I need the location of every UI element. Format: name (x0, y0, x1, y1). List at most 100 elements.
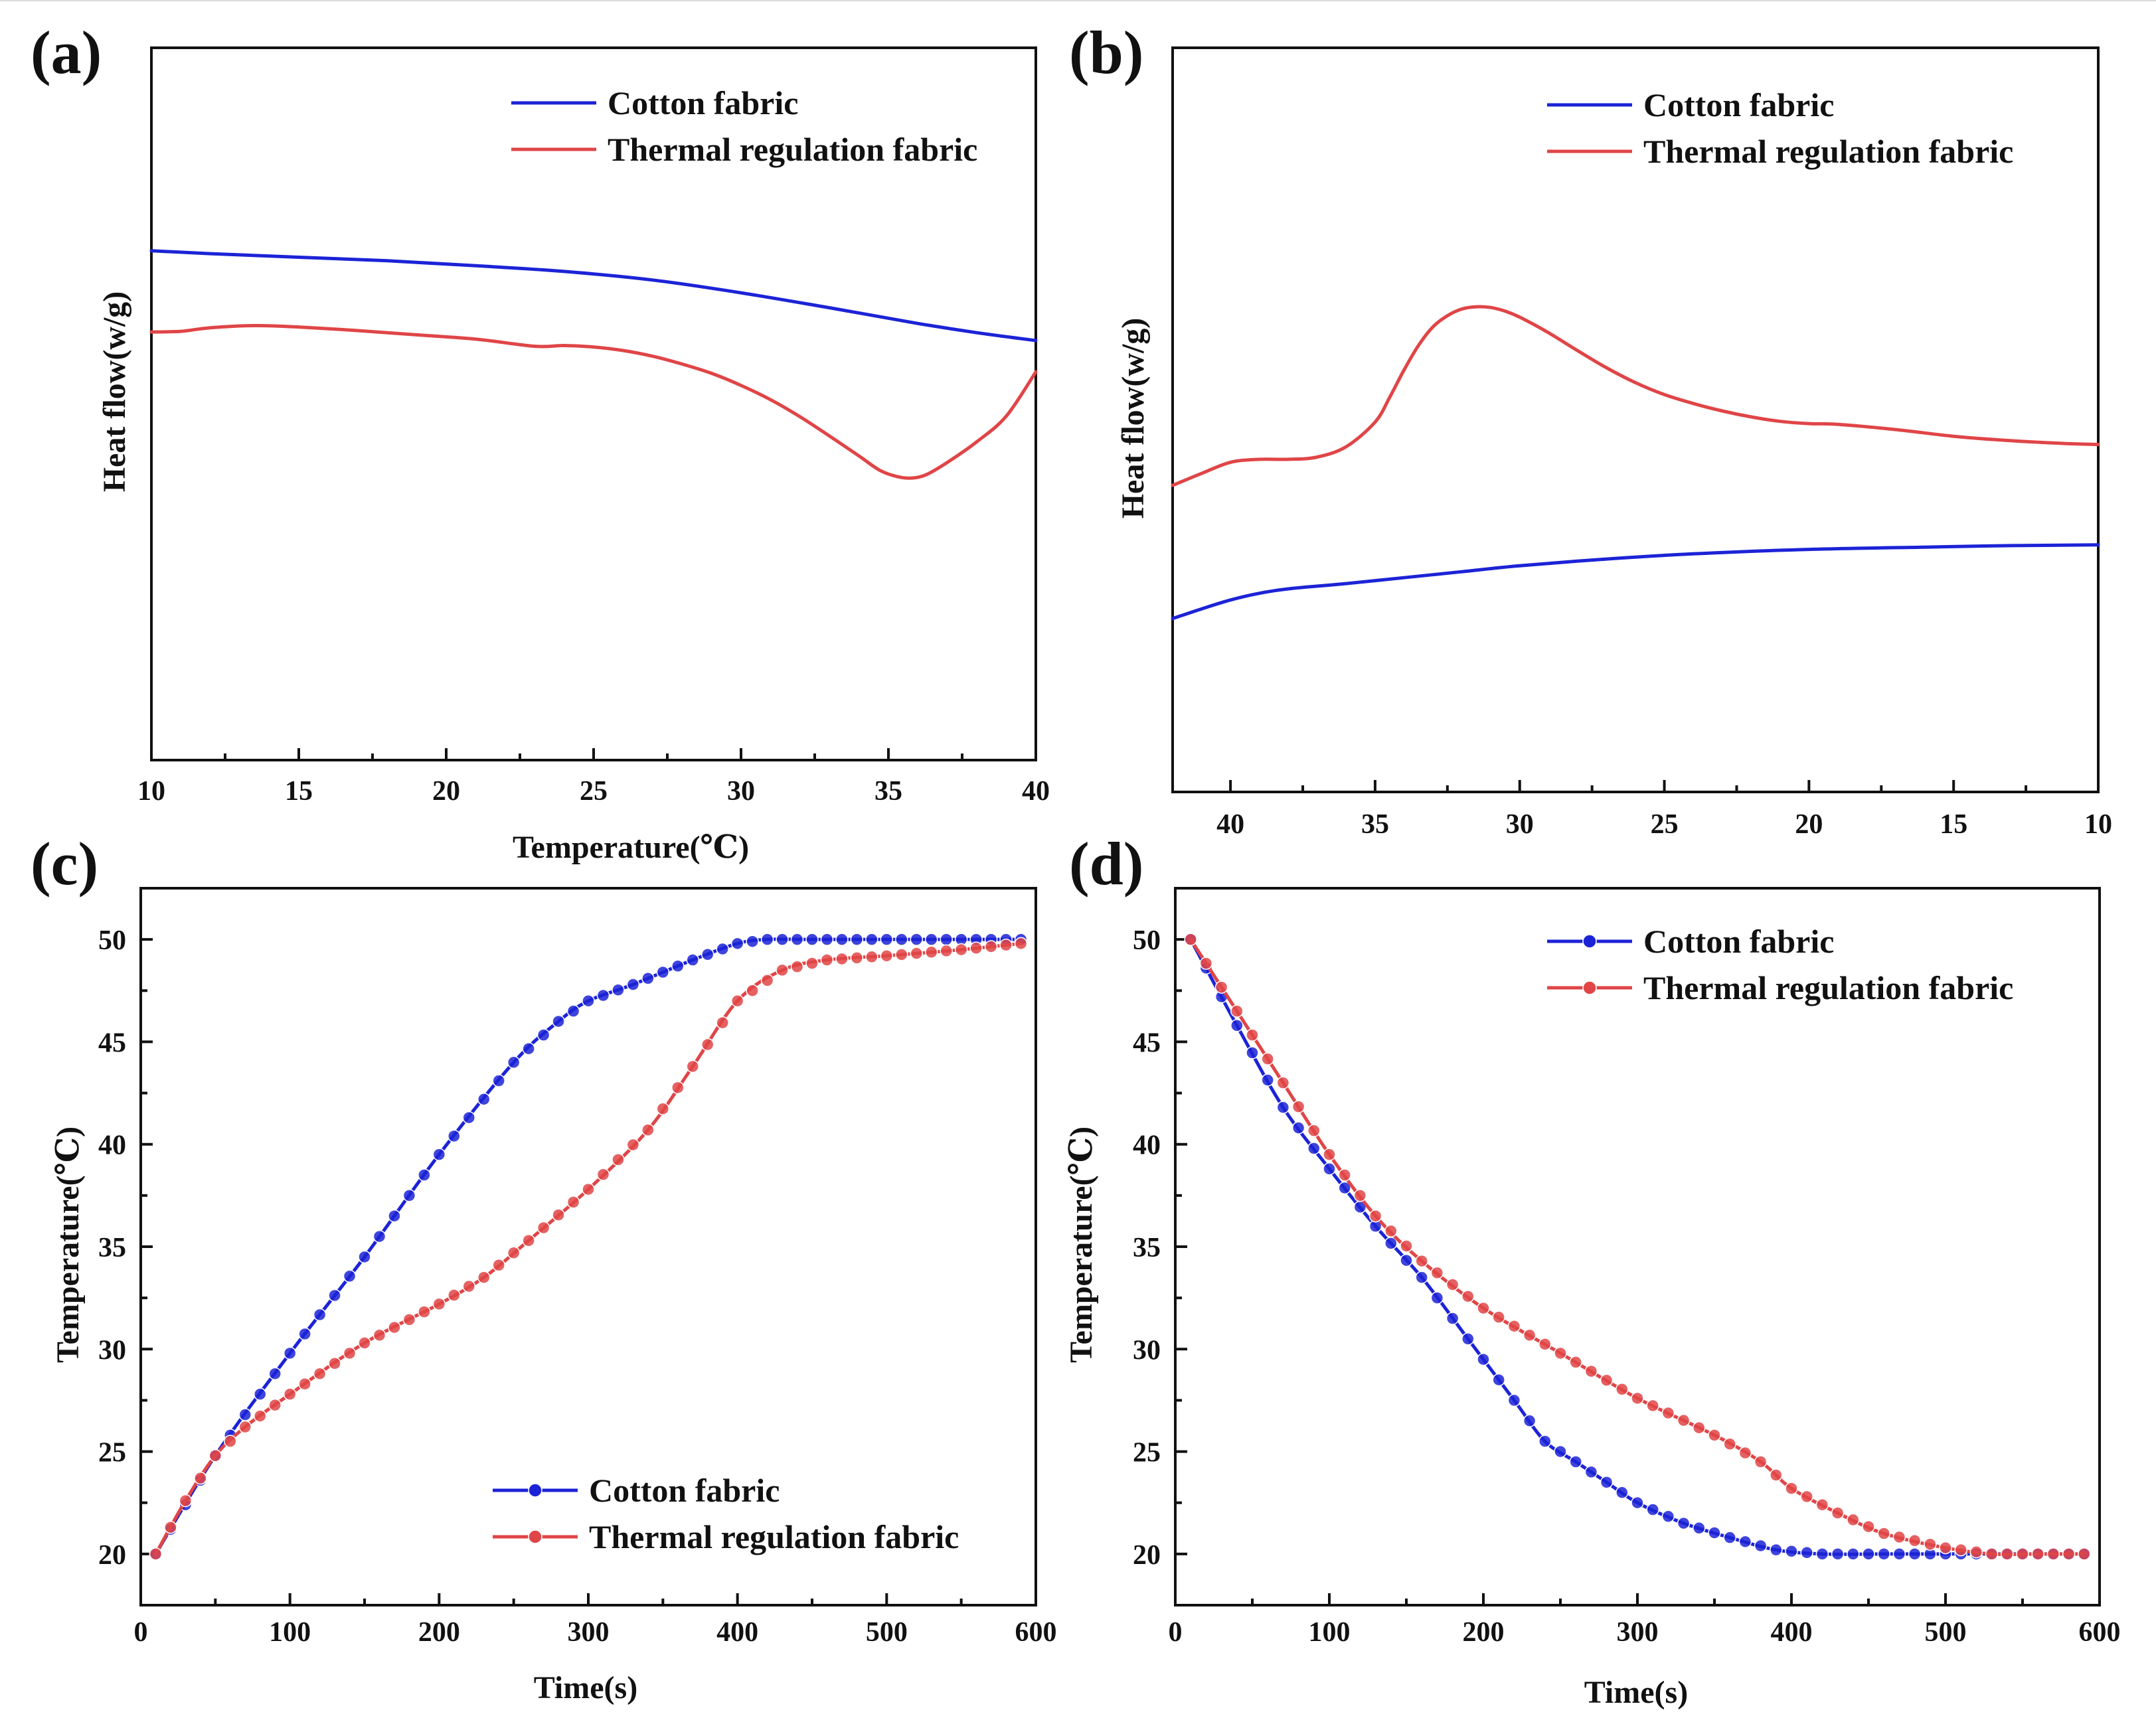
panel-d-series-cotton-point (1754, 1539, 1768, 1553)
panel-d-series-thermal-point (1693, 1421, 1706, 1435)
x-tick-label: 35 (1361, 809, 1389, 840)
x-tick-label: 30 (1506, 809, 1534, 840)
panel-d-series-thermal-point (1291, 1100, 1305, 1113)
panel-d-series-thermal-point (1415, 1254, 1428, 1268)
panel-c-series-cotton-point (686, 953, 700, 967)
panel-c-series-cotton-point (820, 933, 834, 946)
panel-c-series-thermal-point (850, 951, 864, 965)
x-tick-label: 10 (137, 776, 165, 807)
panel-d-series-cotton-point (1862, 1547, 1875, 1561)
panel-c-series-cotton-point (328, 1289, 341, 1302)
panel-c-series-thermal-point (641, 1123, 655, 1136)
panel-c-series-thermal-point (820, 953, 834, 967)
panel-d-series-cotton-point (1246, 1046, 1259, 1059)
panel-d-series-thermal-point (1924, 1537, 1937, 1551)
panel-d-series-thermal-point (1770, 1468, 1783, 1482)
panel-c-y-axis-title: Temperature(℃) (50, 1127, 86, 1363)
x-tick-label: 25 (1651, 809, 1679, 840)
panel-d-series-cotton-point (1815, 1547, 1829, 1561)
panel-c-series-thermal-point (910, 947, 924, 960)
panel-c-series-thermal-point (582, 1182, 595, 1196)
panel-c-series-thermal-point (522, 1233, 535, 1247)
panel-d-series-cotton-point (1569, 1455, 1582, 1468)
panel-c-series-thermal-point (283, 1387, 297, 1401)
panel-d-series-thermal-point (1677, 1413, 1691, 1427)
panel-d-series-thermal-point (1584, 1364, 1598, 1378)
panel-d-series-cotton-point (1291, 1121, 1305, 1135)
panel-d-series-cotton-point (1230, 1018, 1244, 1032)
panel-c-series-cotton-point (612, 983, 625, 997)
panel-c-series-cotton-point (432, 1148, 446, 1161)
x-tick-label: 30 (727, 776, 755, 807)
x-tick-label: 600 (1015, 1617, 1057, 1648)
panel-d-y-axis-title: Temperature(℃) (1064, 1127, 1099, 1363)
y-tick-label: 20 (1133, 1540, 1161, 1571)
x-tick-label: 100 (1309, 1617, 1351, 1648)
x-tick-label: 200 (1463, 1617, 1505, 1648)
x-tick-label: 20 (432, 776, 460, 807)
x-tick-label: 25 (580, 776, 608, 807)
panel-c-series-cotton-point (656, 965, 670, 979)
panel-a-legend-thermal-label: Thermal regulation fabric (608, 131, 977, 168)
panel-d-series-cotton-point (1584, 1465, 1598, 1479)
panel-c-series-cotton-point (552, 1014, 565, 1028)
x-tick-label: 35 (874, 776, 902, 807)
panel-c-series-thermal-point (298, 1377, 311, 1391)
panel-d-series-thermal-point (1969, 1545, 1983, 1559)
panel-c-series-cotton-point (373, 1229, 386, 1243)
panel-c-series-thermal-point (984, 940, 998, 953)
panel-d-series-thermal-point (2016, 1547, 2029, 1561)
panel-c-series-cotton-point (895, 933, 908, 946)
panel-d-series-cotton-point (1693, 1522, 1706, 1535)
x-tick-label: 400 (716, 1617, 758, 1648)
panel-d-series-thermal-point (1477, 1301, 1490, 1315)
panel-c-series-cotton-point (507, 1056, 521, 1069)
panel-c-series-thermal-point (507, 1246, 521, 1260)
panel-c-series-cotton-point (253, 1387, 267, 1401)
x-tick-label: 100 (269, 1617, 311, 1648)
panel-d-series-cotton-point (1276, 1101, 1290, 1114)
panel-d-series-cotton-point (1616, 1486, 1629, 1500)
panel-c-series-thermal-point (940, 944, 953, 958)
panel-d-x-axis-title: Time(s) (1584, 1675, 1688, 1710)
panel-c-series-thermal-point (596, 1168, 610, 1181)
panel-d-label: (d) (1069, 830, 1143, 898)
panel-c-series-thermal-point (418, 1305, 431, 1318)
panel-d-series-thermal-point (1461, 1290, 1475, 1303)
x-tick-label: 15 (1940, 809, 1967, 840)
panel-d-series-thermal-point (1368, 1209, 1382, 1223)
panel-c-series-thermal-point (224, 1435, 237, 1448)
panel-d-series-cotton-point (1677, 1516, 1691, 1530)
panel-c-series-thermal-point (746, 984, 759, 998)
panel-c-series-cotton-point (880, 933, 894, 946)
panel-d-series-cotton-point (1477, 1352, 1490, 1366)
panel-d-series-thermal-point (1892, 1530, 1906, 1544)
panel-c-series-thermal-point (805, 957, 819, 970)
panel-c-series-thermal-point (969, 941, 983, 955)
panel-d-series-thermal-point (1523, 1328, 1536, 1342)
panel-d-series-thermal-point (1954, 1543, 1967, 1557)
panel-d-series-thermal-point (1800, 1490, 1813, 1504)
x-tick-label: 300 (568, 1617, 610, 1648)
panel-d-series-thermal-point (1738, 1446, 1752, 1460)
panel-d-series-thermal-point (1214, 980, 1228, 994)
panel-a-label: (a) (31, 19, 102, 86)
panel-d-series-thermal-point (1600, 1373, 1614, 1387)
y-tick-label: 30 (98, 1335, 126, 1366)
panel-d-series-thermal-point (1554, 1346, 1567, 1360)
panel-c-legend-thermal-marker (528, 1529, 542, 1544)
panel-c-series-cotton-point (448, 1129, 461, 1143)
panel-c-series-thermal-point (388, 1320, 401, 1334)
panel-c-series-cotton-point (716, 942, 729, 956)
panel-c-series-thermal-point (448, 1289, 461, 1302)
panel-d-series-cotton-point (1738, 1535, 1752, 1549)
panel-d-series-thermal-point (1646, 1399, 1659, 1413)
x-tick-label: 15 (285, 776, 313, 807)
panel-d-series-thermal-point (1307, 1124, 1321, 1137)
panel-c-series-cotton-point (701, 948, 714, 961)
panel-c-series-thermal-point (671, 1081, 685, 1095)
x-tick-label: 200 (418, 1617, 460, 1648)
panel-c-series-cotton-point (805, 933, 819, 946)
panel-d-series-thermal-point (1661, 1406, 1675, 1420)
